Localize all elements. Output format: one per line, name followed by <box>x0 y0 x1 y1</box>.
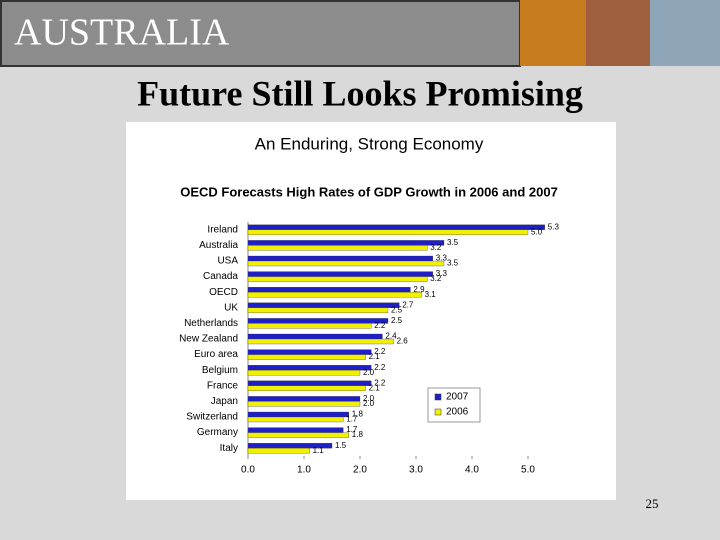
bar <box>247 416 344 423</box>
data-label: 2.9 <box>413 285 425 294</box>
header-bar <box>0 0 521 67</box>
bar <box>247 411 349 418</box>
bar <box>247 224 545 230</box>
y-tick-label: Italy <box>220 443 238 454</box>
y-tick-label: Belgium <box>202 365 238 376</box>
x-tick-label: 4.0 <box>465 465 479 476</box>
y-tick-label: Netherlands <box>184 318 238 329</box>
y-tick-label: OECD <box>209 287 238 298</box>
data-label: 2.2 <box>374 363 386 372</box>
bar <box>247 338 394 345</box>
bar <box>247 276 428 282</box>
y-tick-label: New Zealand <box>179 334 238 345</box>
bar <box>247 245 428 251</box>
x-tick-label: 2.0 <box>353 465 367 476</box>
y-tick-label: Australia <box>199 240 238 251</box>
bar <box>247 349 372 355</box>
bar <box>247 260 445 267</box>
data-label: 2.1 <box>369 352 381 361</box>
data-label: 3.5 <box>447 259 459 268</box>
legend-swatch <box>434 408 442 416</box>
data-label: 2.7 <box>402 300 414 309</box>
bar <box>247 287 411 293</box>
data-label: 2.6 <box>397 337 409 346</box>
data-label: 1.8 <box>352 410 364 419</box>
bar <box>247 307 389 313</box>
data-label: 1.1 <box>313 446 325 455</box>
bar <box>247 354 366 360</box>
bar <box>247 365 372 371</box>
data-label: 2.5 <box>391 305 403 314</box>
x-tick-label: 0.0 <box>241 465 255 476</box>
bar <box>247 229 529 235</box>
data-label: 3.3 <box>436 269 448 278</box>
data-label: 2.2 <box>374 378 386 387</box>
data-label: 3.1 <box>425 290 437 299</box>
bar <box>247 385 366 391</box>
y-tick-label: Switzerland <box>186 412 238 423</box>
data-label: 2.1 <box>369 383 381 392</box>
chart-title: An Enduring, Strong Economy <box>255 134 484 153</box>
data-label: 5.0 <box>531 227 543 236</box>
bar <box>247 401 361 407</box>
bar <box>247 432 349 438</box>
bar <box>247 370 361 376</box>
bar <box>247 271 433 277</box>
chart-subtitle: OECD Forecasts High Rates of GDP Growth … <box>180 184 558 199</box>
page-number: 25 <box>646 496 659 511</box>
data-label: 2.4 <box>385 332 397 341</box>
bar <box>247 427 344 433</box>
data-label: 1.7 <box>346 415 358 424</box>
data-label: 3.5 <box>447 238 459 247</box>
bar <box>247 333 383 340</box>
y-tick-label: Germany <box>197 427 238 438</box>
bar <box>247 318 389 324</box>
legend-box <box>427 387 481 423</box>
bar <box>247 380 372 386</box>
y-tick-label: Ireland <box>207 224 238 235</box>
y-tick-label: USA <box>217 256 238 267</box>
data-label: 2.0 <box>363 399 375 408</box>
x-tick-label: 3.0 <box>409 465 423 476</box>
x-tick-label: 5.0 <box>521 465 535 476</box>
legend-swatch <box>434 393 442 401</box>
bar <box>247 302 400 308</box>
header-title: AUSTRALIA <box>14 12 230 54</box>
bar <box>247 396 361 402</box>
data-label: 3.3 <box>436 254 448 263</box>
bar <box>247 448 310 454</box>
x-tick-label: 1.0 <box>297 465 311 476</box>
data-label: 1.5 <box>335 441 347 450</box>
bar <box>247 323 372 329</box>
data-label: 2.2 <box>374 347 386 356</box>
data-label: 2.0 <box>363 394 375 403</box>
y-tick-label: France <box>207 380 239 391</box>
y-tick-label: Canada <box>203 271 238 282</box>
data-label: 5.3 <box>548 222 560 231</box>
bar <box>247 240 445 246</box>
plot: 0.0 1.0 2.0 3.0 4.0 5.0 Ireland 5.3 5.0 Australia… <box>179 222 559 476</box>
data-label: 3.2 <box>430 243 442 252</box>
data-label: 1.7 <box>346 425 358 434</box>
header-photo <box>520 0 586 66</box>
data-label: 2.2 <box>374 321 386 330</box>
legend-label: 2007 <box>446 392 469 403</box>
data-label: 1.8 <box>352 430 364 439</box>
y-tick-label: Euro area <box>194 349 238 360</box>
legend-label: 2006 <box>446 407 469 418</box>
bar <box>247 292 422 298</box>
bar <box>247 255 433 262</box>
data-label: 3.2 <box>430 274 442 283</box>
y-tick-label: Japan <box>211 396 238 407</box>
data-label: 2.0 <box>363 368 375 377</box>
header-photo <box>586 0 650 66</box>
y-tick-label: UK <box>224 302 238 313</box>
data-label: 2.5 <box>391 316 403 325</box>
slide-title: Future Still Looks Promising <box>137 73 583 113</box>
header-photo <box>650 0 720 66</box>
